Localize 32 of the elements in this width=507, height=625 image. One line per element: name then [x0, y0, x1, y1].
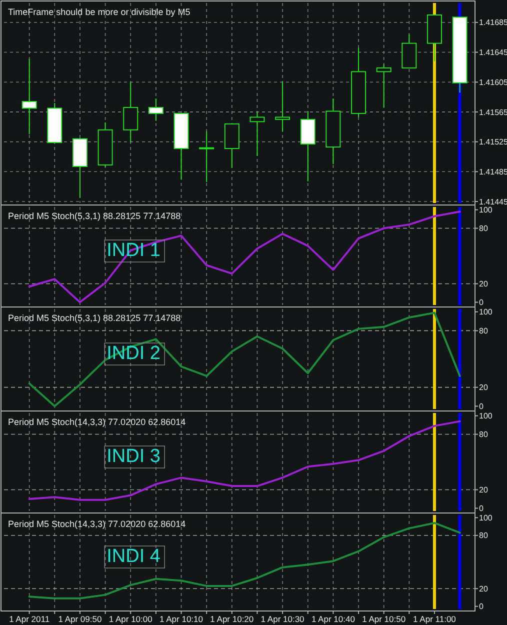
chart-title: Period M5 Stoch(5,3,1) 88.28125 77.14788 — [8, 211, 181, 221]
annotation: INDI 4 — [106, 546, 161, 567]
chart-title: TimeFrame should be more or divisible by M5 — [8, 7, 190, 17]
text: Period M5 Stoch(14,3,3) 77.02020 62.86014 — [8, 519, 186, 529]
y-tick-label: 100 — [479, 308, 493, 317]
chart-title: Period M5 Stoch(5,3,1) 88.28125 77.14788 — [8, 313, 181, 323]
x-tick-label: 1 Apr 10:30 — [260, 614, 305, 624]
annotation: INDI 3 — [106, 446, 160, 467]
y-tick-label: 80 — [479, 326, 488, 336]
y-tick-label: 20 — [479, 383, 488, 392]
y-tick-label: 0 — [479, 298, 484, 308]
y-tick-label: 100 — [479, 412, 493, 421]
y-tick-label: 0 — [479, 402, 484, 411]
x-tick-label: 1 Apr 09:50 — [58, 614, 102, 624]
x-tick-label: 1 Apr 10:50 — [362, 614, 406, 624]
y-tick-label: 80 — [479, 531, 488, 540]
y-tick-label: 20 — [479, 280, 488, 289]
x-tick-label: 1 Apr 10:10 — [160, 614, 204, 624]
x-tick-label: 1 Apr 10:40 — [311, 614, 356, 624]
x-tick-label: 1 Apr 10:20 — [210, 614, 254, 624]
y-tick-label: 0 — [479, 504, 484, 514]
x-tick-label: 1 Apr 10:00 — [108, 614, 153, 624]
y-tick-label: 100 — [479, 206, 493, 215]
y-tick-label: 80 — [479, 224, 488, 234]
x-tick-label: 1 Apr 2011 — [9, 614, 50, 624]
x-tick-label: 1 Apr 11:00 — [413, 614, 456, 624]
y-tick-label: 0 — [479, 602, 484, 612]
y-tick-label: 20 — [479, 486, 488, 495]
y-tick-label: 100 — [479, 513, 493, 522]
y-tick-label: 20 — [479, 584, 488, 594]
chart-title: Period M5 Stoch(14,3,3) 77.02020 62.86014 — [8, 417, 186, 427]
y-tick-label: 80 — [479, 430, 488, 440]
